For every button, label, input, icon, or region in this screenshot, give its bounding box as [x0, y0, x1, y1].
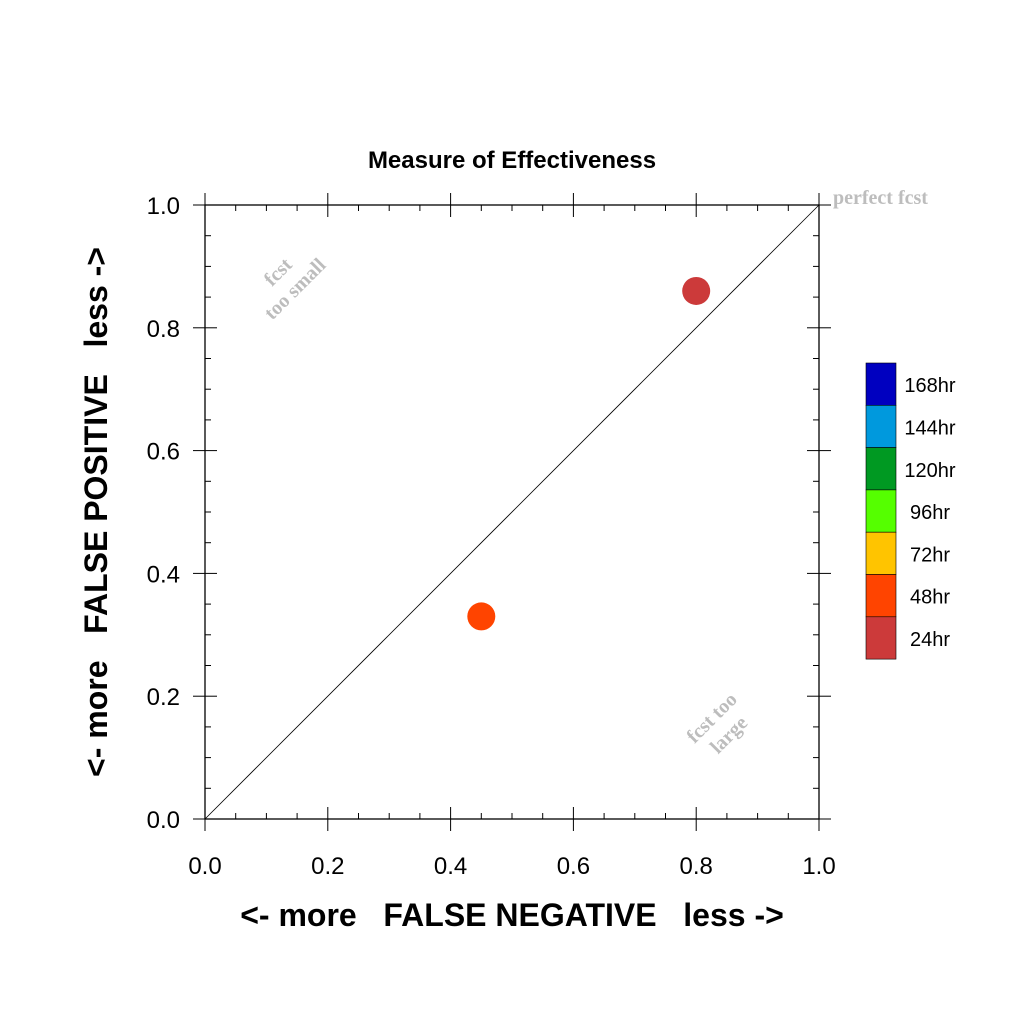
legend-swatch-24hr: [865, 616, 897, 660]
y-tick-label: 1.0: [147, 193, 180, 220]
y-tick-label: 0.4: [147, 561, 180, 588]
too-large-annotation: fcst too large: [683, 689, 753, 759]
y-tick-label: 0.0: [147, 807, 180, 834]
y-tick-label: 0.2: [147, 684, 180, 711]
y-axis-label: <- more FALSE POSITIVE less ->: [78, 247, 114, 777]
legend-swatch-168hr: [865, 362, 897, 406]
legend-label-120hr: 120hr: [904, 460, 955, 482]
x-tick-label: 0.2: [311, 853, 344, 880]
perfect-forecast-annotation: perfect fcst: [833, 187, 928, 209]
y-tick-label: 0.6: [147, 439, 180, 466]
too-small-annotation: fcst too small: [260, 254, 331, 325]
legend-label-168hr: 168hr: [904, 375, 955, 397]
data-points: [467, 276, 711, 631]
x-tick-label: 0.8: [680, 853, 713, 880]
x-tick-label: 0.0: [188, 853, 221, 880]
legend-swatch-96hr: [865, 489, 897, 533]
perfect-forecast-line: [204, 204, 820, 820]
legend-swatch-144hr: [865, 404, 897, 448]
x-axis-label: <- more FALSE NEGATIVE less ->: [240, 897, 784, 933]
chart-title: Measure of Effectiveness: [368, 147, 656, 174]
legend-swatch-72hr: [865, 531, 897, 575]
legend-label-48hr: 48hr: [910, 587, 950, 609]
legend-label-144hr: 144hr: [904, 417, 955, 439]
legend-swatch-48hr: [865, 574, 897, 618]
legend-label-96hr: 96hr: [910, 502, 950, 524]
legend-label-24hr: 24hr: [910, 629, 950, 651]
x-tick-labels: 0.0 0.2 0.4 0.6 0.8 1.0: [188, 853, 835, 880]
axis-ticks: [193, 193, 831, 831]
data-point-48hr: [467, 602, 496, 631]
x-tick-label: 0.6: [557, 853, 590, 880]
data-point-24hr: [682, 276, 711, 305]
x-tick-label: 1.0: [802, 853, 835, 880]
legend: 168hr 144hr 120hr 96hr 72hr 48hr 24hr: [865, 362, 956, 660]
x-tick-label: 0.4: [434, 853, 467, 880]
y-tick-labels: 0.0 0.2 0.4 0.6 0.8 1.0: [147, 193, 180, 834]
y-tick-label: 0.8: [147, 316, 180, 343]
legend-label-72hr: 72hr: [910, 544, 950, 566]
legend-swatch-120hr: [865, 447, 897, 491]
